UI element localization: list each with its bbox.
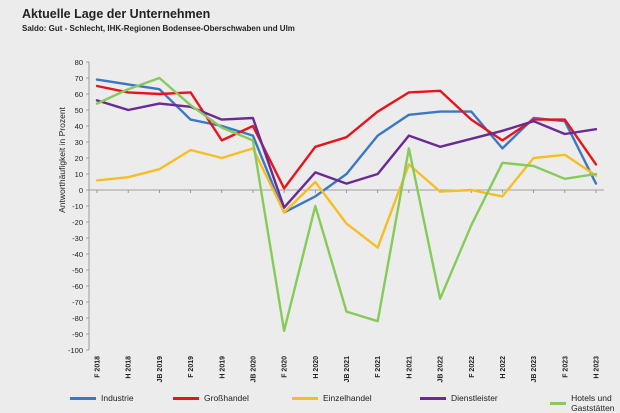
y-tick-label: -10: [72, 202, 83, 211]
x-tick-label: F 2021: [375, 356, 382, 378]
x-tick-label: H 2019: [219, 356, 226, 379]
line-chart: -100-90-80-70-60-50-40-30-20-10010203040…: [68, 58, 604, 383]
x-tick-label: F 2020: [282, 356, 289, 378]
legend-item-1: Großhandel: [173, 393, 249, 403]
y-tick-label: -100: [68, 346, 83, 355]
x-tick-label: F 2022: [469, 356, 476, 378]
y-tick-label: -20: [72, 218, 83, 227]
series-line-3: [95, 99, 598, 209]
y-tick-label: 30: [75, 138, 83, 147]
legend-label: Industrie: [101, 393, 134, 403]
y-tick-label: -40: [72, 250, 83, 259]
y-tick-label: 0: [79, 186, 83, 195]
y-tick-label: -80: [72, 314, 83, 323]
legend-label: Hotels und Gaststätten: [571, 393, 615, 413]
y-tick-label: 60: [75, 90, 83, 99]
y-tick-label: 40: [75, 122, 83, 131]
legend-swatch: [550, 401, 567, 405]
legend-label: Dienstleister: [451, 393, 498, 403]
y-tick-label: 10: [75, 170, 83, 179]
x-tick-label: JB 2023: [531, 356, 538, 383]
legend-swatch: [292, 396, 318, 400]
x-tick-label: H 2018: [126, 356, 133, 379]
x-tick-label: H 2023: [594, 356, 601, 379]
x-tick-label: H 2022: [500, 356, 507, 379]
x-tick-label: JB 2021: [344, 356, 351, 383]
x-tick-label: H 2021: [406, 356, 413, 379]
x-tick-label: H 2020: [313, 356, 320, 379]
legend-item-2: Einzelhandel: [292, 393, 372, 403]
legend-label: Großhandel: [204, 393, 249, 403]
y-tick-label: 20: [75, 154, 83, 163]
legend-swatch: [70, 396, 96, 400]
x-tick-label: JB 2022: [438, 356, 445, 383]
y-tick-label: 80: [75, 58, 83, 67]
x-axis: F 2018 H 2018 JB 2019 F 2019 H 2019 JB 2020 F …: [89, 189, 604, 383]
y-axis: -100-90-80-70-60-50-40-30-20-10010203040…: [68, 58, 90, 355]
legend-label: Einzelhandel: [323, 393, 372, 403]
y-tick-label: -70: [72, 298, 83, 307]
legend-item-4: Hotels und Gaststätten: [550, 393, 620, 413]
chart-title: Aktuelle Lage der Unternehmen: [22, 7, 211, 21]
legend-item-0: Industrie: [70, 393, 134, 403]
y-tick-label: -30: [72, 234, 83, 243]
legend-swatch: [173, 396, 199, 400]
y-tick-label: 70: [75, 74, 83, 83]
y-tick-label: -60: [72, 282, 83, 291]
x-tick-label: JB 2019: [157, 356, 164, 383]
legend-item-3: Dienstleister: [420, 393, 498, 403]
series-line-0: [95, 78, 598, 214]
series-lines: [95, 76, 598, 332]
x-tick-label: F 2018: [95, 356, 102, 378]
x-tick-label: F 2023: [562, 356, 569, 378]
chart-legend: Industrie Großhandel Einzelhandel Dienstlei…: [70, 393, 615, 413]
x-tick-label: JB 2020: [250, 356, 257, 383]
series-line-4: [95, 76, 598, 332]
x-tick-label: F 2019: [188, 356, 195, 378]
series-line-1: [95, 84, 598, 190]
chart-subtitle: Saldo: Gut - Schlecht, IHK-Regionen Bode…: [22, 24, 295, 33]
legend-swatch: [420, 396, 446, 400]
y-tick-label: -50: [72, 266, 83, 275]
y-tick-label: 50: [75, 106, 83, 115]
y-tick-label: -90: [72, 330, 83, 339]
series-line-2: [95, 147, 598, 249]
